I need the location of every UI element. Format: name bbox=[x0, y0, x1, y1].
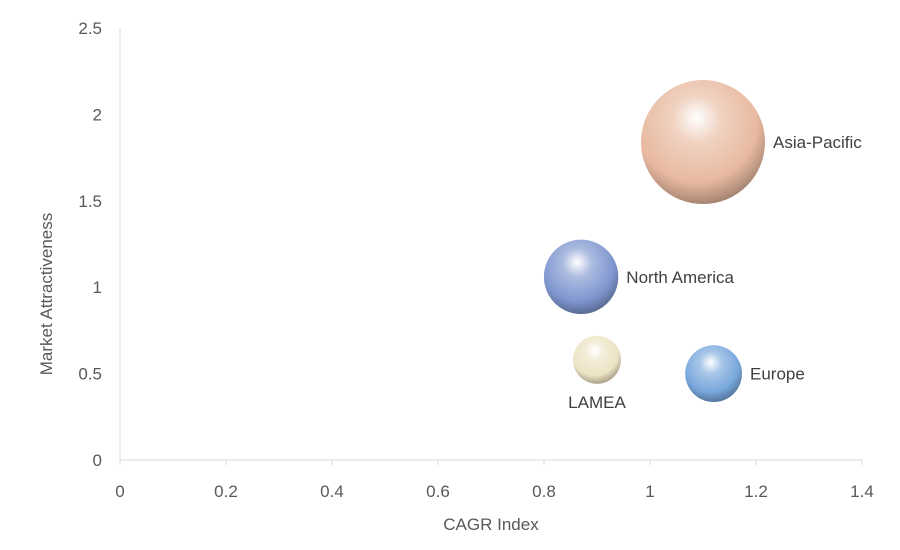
bubble-lamea bbox=[572, 335, 622, 384]
y-axis: 0 0.5 1 1.5 2 2.5 bbox=[78, 19, 121, 470]
bubble-layer bbox=[543, 80, 765, 403]
y-tick-label: 1 bbox=[93, 278, 102, 297]
x-tick-label: 0 bbox=[115, 482, 124, 501]
bubble-north-america bbox=[543, 239, 619, 315]
bubble-label-lamea: LAMEA bbox=[568, 393, 626, 412]
bubble-asia-pacific bbox=[641, 80, 765, 205]
y-axis-title: Market Attractiveness bbox=[37, 213, 56, 376]
bubble-label-layer: Asia-Pacific North America LAMEA Europe bbox=[568, 133, 862, 412]
y-tick-label: 2 bbox=[93, 105, 102, 124]
x-tick-label: 0.6 bbox=[426, 482, 450, 501]
x-tick-label: 1.2 bbox=[744, 482, 768, 501]
bubble-europe bbox=[685, 345, 743, 403]
bubble-label-north-america: North America bbox=[626, 268, 734, 287]
y-tick-label: 1.5 bbox=[78, 192, 102, 211]
x-tick-label: 1 bbox=[645, 482, 654, 501]
bubble-label-europe: Europe bbox=[750, 365, 805, 384]
x-tick-label: 0.4 bbox=[320, 482, 344, 501]
y-tick-label: 2.5 bbox=[78, 19, 102, 38]
y-tick-label: 0.5 bbox=[78, 365, 102, 384]
x-tick-label: 1.4 bbox=[850, 482, 874, 501]
x-tick-label: 0.2 bbox=[214, 482, 238, 501]
x-axis: 0 0.2 0.4 0.6 0.8 1 1.2 1.4 bbox=[115, 459, 874, 501]
x-tick-label: 0.8 bbox=[532, 482, 556, 501]
y-tick-label: 0 bbox=[93, 451, 102, 470]
x-axis-title: CAGR Index bbox=[443, 515, 539, 534]
bubble-label-asia-pacific: Asia-Pacific bbox=[773, 133, 862, 152]
